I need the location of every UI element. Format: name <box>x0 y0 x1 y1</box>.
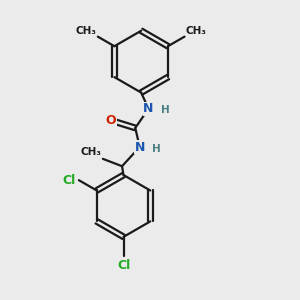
Text: Cl: Cl <box>117 259 130 272</box>
Text: CH₃: CH₃ <box>185 26 206 36</box>
Text: N: N <box>134 141 145 154</box>
Text: O: O <box>106 114 116 127</box>
Text: N: N <box>143 102 154 115</box>
Text: H: H <box>152 143 161 154</box>
Text: H: H <box>161 105 170 115</box>
Text: CH₃: CH₃ <box>76 26 97 36</box>
Text: Cl: Cl <box>62 174 75 187</box>
Text: CH₃: CH₃ <box>80 147 101 158</box>
